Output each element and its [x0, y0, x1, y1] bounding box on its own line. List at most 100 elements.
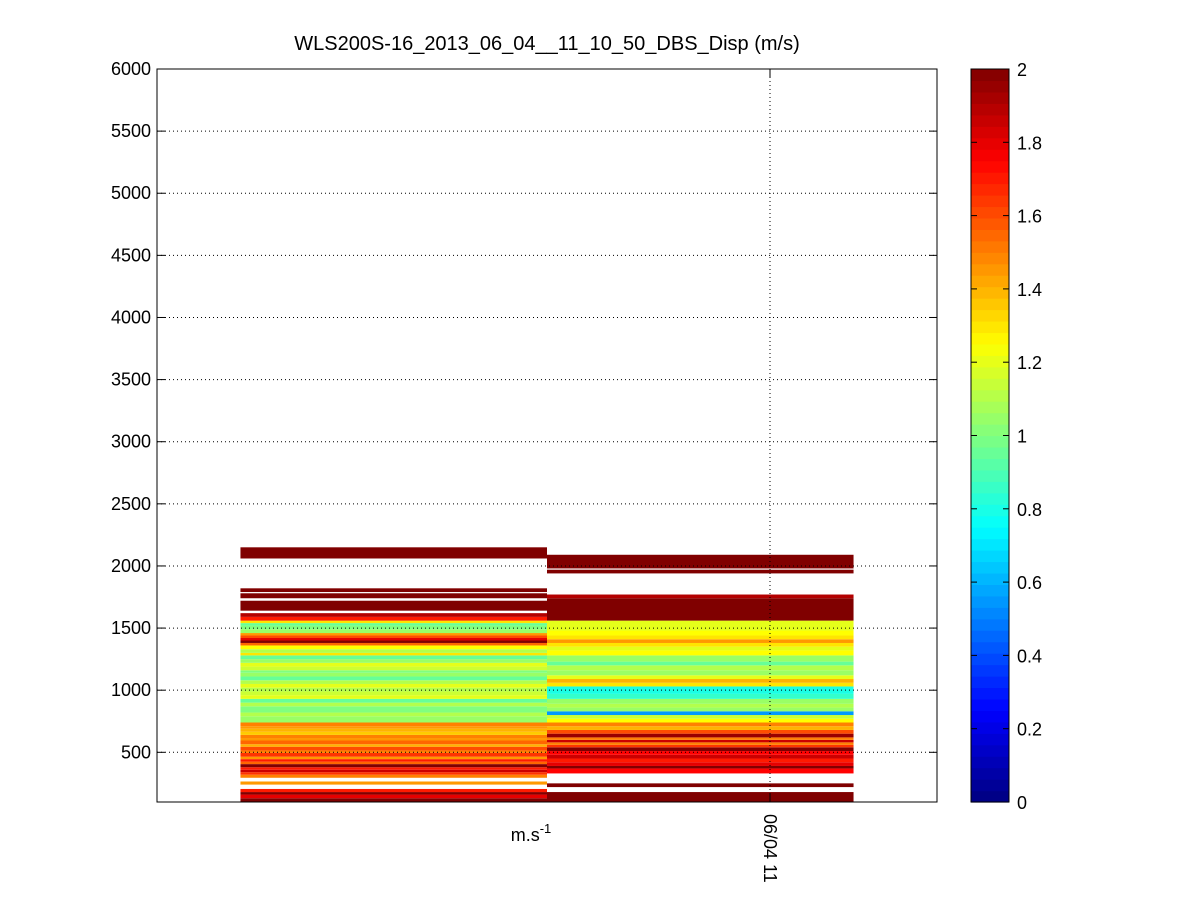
heatmap-cell [547, 718, 854, 723]
heatmap-cell [240, 756, 547, 760]
colorbar-swatch [971, 298, 1009, 311]
colorbar-swatch [971, 733, 1009, 746]
heatmap-cell [547, 711, 854, 716]
x-axis-label-base: m.s [511, 825, 540, 845]
heatmap-cell [240, 680, 547, 684]
heatmap-cell [240, 698, 547, 703]
heatmap-cell [547, 715, 854, 719]
colorbar-tick-label: 2 [1017, 60, 1027, 80]
heatmap-cell [547, 554, 854, 569]
heatmap-cell [240, 712, 547, 717]
heatmap-cell [547, 765, 854, 769]
colorbar-swatch [971, 252, 1009, 265]
colorbar-swatch [971, 767, 1009, 780]
heatmap-cell [547, 792, 854, 802]
colorbar-swatch [971, 332, 1009, 345]
heatmap-cell [240, 683, 547, 688]
heatmap-cell [240, 752, 547, 757]
colorbar-swatch [971, 343, 1009, 356]
heatmap-cell [547, 722, 854, 727]
heatmap-cell [240, 759, 547, 762]
colorbar-swatch [971, 641, 1009, 654]
colorbar-tick-label: 1.2 [1017, 353, 1042, 373]
heatmap-cell [240, 731, 547, 735]
heatmap-cell [547, 630, 854, 636]
colorbar-swatch [971, 80, 1009, 93]
heatmap-cell [547, 686, 854, 694]
colorbar-swatch [971, 194, 1009, 208]
heatmap-cell [240, 726, 547, 729]
colorbar-swatch [971, 320, 1009, 334]
chart-title: WLS200S-16_2013_06_04__11_10_50_DBS_Disp… [294, 33, 800, 55]
colorbar-swatch [971, 595, 1009, 608]
colorbar-swatch [971, 458, 1009, 471]
heatmap-cells [240, 547, 854, 802]
colorbar-tick-label: 1.4 [1017, 280, 1042, 300]
y-tick-label: 5500 [111, 121, 151, 141]
colorbar-swatch [971, 527, 1009, 540]
colorbar-swatch [971, 401, 1009, 414]
x-axis-label-exponent: -1 [540, 821, 552, 836]
colorbar-swatch [971, 424, 1009, 437]
heatmap-cell [240, 767, 547, 770]
heatmap-cell [240, 616, 547, 621]
colorbar-swatch [971, 355, 1009, 368]
heatmap-cell [547, 639, 854, 643]
colorbar-swatch [971, 229, 1009, 242]
colorbar: 0 0.2 0.4 0.6 0.8 1 1.2 1.4 1.6 1.8 2 [970, 60, 1042, 813]
heatmap-cell [240, 764, 547, 768]
heatmap-cell [547, 747, 854, 752]
colorbar-tick-label: 0.8 [1017, 500, 1042, 520]
plot-frame [156, 68, 938, 803]
heatmap-cell [240, 798, 547, 802]
colorbar-swatch [971, 378, 1009, 391]
heatmap-cell [240, 792, 547, 795]
colorbar-swatch [971, 572, 1009, 585]
heatmap-cell [547, 650, 854, 656]
heatmap-cell [547, 754, 854, 759]
heatmap-cell [240, 593, 547, 599]
colorbar-swatch [971, 172, 1009, 185]
colorbar-swatch [971, 676, 1009, 689]
colorbar-swatch [971, 275, 1009, 288]
colorbar-swatch [971, 664, 1009, 677]
x-tick-label: 06/04 11 [760, 814, 780, 883]
heatmap-cell [547, 742, 854, 745]
plot-area: 500 1000 1500 2000 2500 3000 3500 4000 4500 5000 5… [111, 59, 938, 883]
x-axis-label: m.s-1 [511, 821, 552, 845]
colorbar-swatch [971, 492, 1009, 505]
heatmap-cell [240, 706, 547, 713]
colorbar-swatch [971, 366, 1009, 379]
colorbar-swatch [971, 286, 1009, 299]
y-tick-label: 5000 [111, 183, 151, 203]
colorbar-swatch [971, 435, 1009, 448]
colorbar-swatch [971, 584, 1009, 597]
y-tick-label: 2000 [111, 556, 151, 576]
colorbar-swatch [971, 721, 1009, 734]
heatmap-cell [240, 695, 547, 699]
heatmap-cell [240, 774, 547, 778]
colorbar-tick-label: 0 [1017, 793, 1027, 813]
heatmap-cell [547, 703, 854, 708]
heatmap-cell [240, 761, 547, 765]
colorbar-swatch [971, 630, 1009, 643]
heatmap-cell [547, 655, 854, 662]
y-tick-label: 1500 [111, 618, 151, 638]
heatmap-cell [547, 682, 854, 687]
colorbar-swatch [971, 114, 1009, 127]
colorbar-swatch [971, 561, 1009, 574]
colorbar-swatch [971, 309, 1009, 322]
heatmap-cell [547, 726, 854, 730]
heatmap-cell [240, 652, 547, 656]
heatmap-cell [240, 691, 547, 696]
colorbar-swatch [971, 698, 1009, 711]
colorbar-swatch [971, 91, 1009, 104]
heatmap-cell [240, 629, 547, 634]
heatmap-cell [240, 702, 547, 707]
heatmap-cell [240, 600, 547, 611]
heatmap-cell [240, 781, 547, 785]
heatmap-cell [547, 707, 854, 712]
heatmap-cell [240, 649, 547, 653]
heatmap-cell [547, 758, 854, 763]
